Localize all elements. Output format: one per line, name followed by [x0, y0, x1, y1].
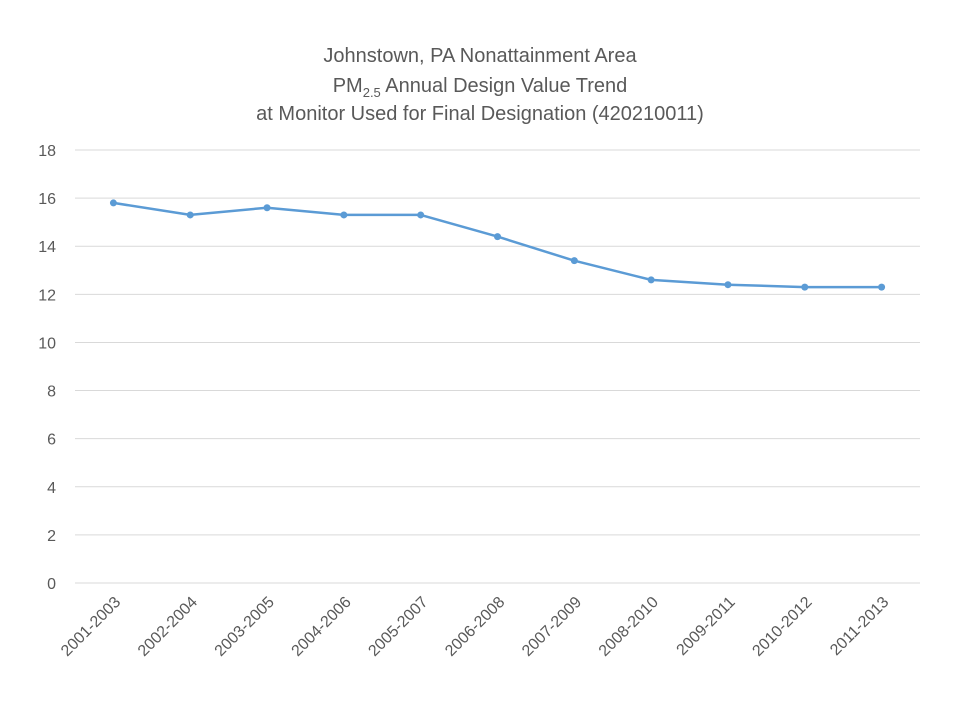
data-point-2004-2006	[340, 211, 348, 219]
series-layer	[109, 199, 886, 291]
data-point-2008-2010	[647, 276, 655, 284]
data-point-2006-2008	[494, 233, 501, 241]
x-tick-label-2010-2012: 2010-2012	[749, 594, 815, 660]
data-point-2009-2011	[724, 281, 732, 289]
x-tick-label-2005-2007: 2005-2007	[365, 594, 431, 660]
y-tick-label-6: 6	[47, 432, 56, 449]
x-tick-label-2003-2005: 2003-2005	[212, 594, 278, 660]
data-point-2010-2012	[801, 283, 809, 291]
series-line-0	[112, 201, 883, 289]
x-tick-label-2008-2010: 2008-2010	[596, 594, 662, 660]
y-tick-label-14: 14	[38, 239, 56, 256]
x-tick-label-2002-2004: 2002-2004	[135, 594, 201, 660]
x-axis-ticks: 2001-2003 2002-2004 2003-2005 2004-2006 2005…	[58, 594, 892, 660]
data-point-2005-2007	[417, 211, 425, 219]
x-tick-label-2006-2008: 2006-2008	[442, 594, 508, 660]
chart-title-line-2: PM2.5 Annual Design Value Trend	[333, 75, 628, 100]
y-tick-label-18: 18	[38, 143, 56, 160]
data-point-2001-2003	[109, 199, 117, 207]
data-point-2007-2009	[570, 257, 578, 265]
x-tick-label-2011-2013: 2011-2013	[827, 594, 892, 659]
y-axis-ticks: 0 2 4 6 8 10 12 14 16 18	[38, 143, 56, 593]
gridlines	[75, 149, 920, 584]
x-tick-label-2009-2011: 2009-2011	[673, 594, 738, 659]
chart-title-line-3: at Monitor Used for Final Designation (4…	[256, 103, 704, 125]
y-tick-label-10: 10	[38, 335, 56, 352]
y-tick-label-4: 4	[47, 480, 56, 497]
x-tick-label-2004-2006: 2004-2006	[289, 594, 355, 660]
y-tick-label-16: 16	[38, 191, 56, 208]
y-tick-label-0: 0	[47, 576, 56, 593]
data-point-2003-2005	[263, 204, 271, 212]
y-tick-label-8: 8	[47, 384, 56, 401]
chart-title-line-1: Johnstown, PA Nonattainment Area	[323, 45, 637, 67]
chart-title-pm: PM	[333, 75, 363, 97]
data-point-2011-2013	[878, 283, 886, 291]
x-tick-label-2001-2003: 2001-2003	[58, 594, 124, 660]
y-tick-label-12: 12	[38, 287, 56, 304]
chart-title-rest: Annual Design Value Trend	[381, 75, 627, 97]
x-tick-label-2007-2009: 2007-2009	[519, 594, 585, 660]
data-point-2002-2004	[186, 211, 194, 219]
chart-title-subscript: 2.5	[363, 85, 381, 100]
y-tick-label-2: 2	[47, 528, 56, 545]
